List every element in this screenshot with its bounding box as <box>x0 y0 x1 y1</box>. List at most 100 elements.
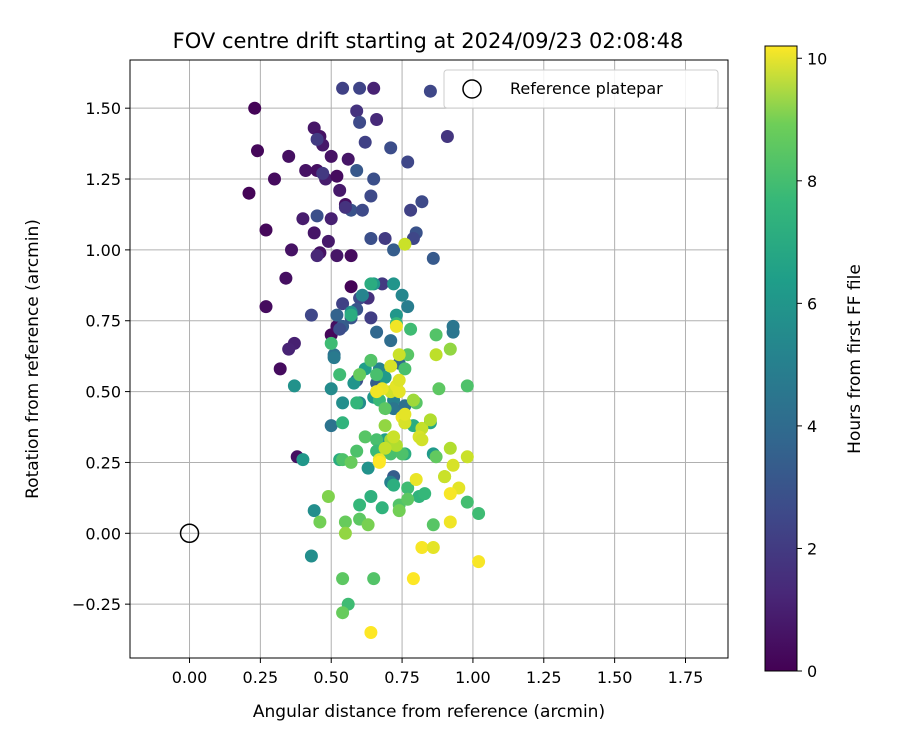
x-axis-label: Angular distance from reference (arcmin) <box>253 702 605 722</box>
data-point <box>273 362 287 376</box>
data-point <box>353 368 367 382</box>
data-point <box>460 495 474 509</box>
data-point <box>364 353 378 367</box>
data-point <box>259 223 273 237</box>
y-axis-ticks: −0.25 0.00 0.25 0.50 0.75 1.00 1.25 1.50 <box>72 99 130 614</box>
data-point <box>336 396 350 410</box>
data-point <box>375 501 389 515</box>
data-point <box>370 433 384 447</box>
y-tick-label: 0.50 <box>85 383 121 402</box>
x-tick-label: 0.00 <box>172 668 208 687</box>
data-point <box>415 433 429 447</box>
data-point <box>406 393 420 407</box>
data-point <box>472 555 486 569</box>
data-point <box>387 277 401 291</box>
reference-platepar-marker <box>179 523 200 544</box>
data-point <box>336 606 350 620</box>
data-point <box>443 487 457 501</box>
data-point <box>406 572 420 586</box>
data-point <box>460 379 474 393</box>
data-point <box>358 135 372 149</box>
data-point <box>370 368 384 382</box>
data-point <box>336 297 350 311</box>
data-point <box>338 526 352 540</box>
colorbar-tick-label: 0 <box>807 662 817 681</box>
data-point <box>333 322 347 336</box>
data-point <box>344 280 358 294</box>
x-tick-label: 1.75 <box>668 668 704 687</box>
y-tick-label: 1.25 <box>85 170 121 189</box>
data-point <box>364 311 378 325</box>
y-tick-label: −0.25 <box>72 595 121 614</box>
data-point <box>259 300 273 314</box>
data-point <box>336 81 350 95</box>
data-point <box>336 572 350 586</box>
data-point <box>460 450 474 464</box>
colorbar-tick-label: 4 <box>807 417 817 436</box>
data-point <box>324 382 338 396</box>
data-point <box>341 152 355 166</box>
y-tick-label: 0.75 <box>85 312 121 331</box>
data-point <box>344 249 358 263</box>
data-point <box>418 487 432 501</box>
x-tick-label: 0.25 <box>243 668 279 687</box>
data-point <box>370 325 384 339</box>
data-point <box>446 458 460 472</box>
x-tick-label: 1.25 <box>526 668 562 687</box>
data-point <box>330 308 344 322</box>
y-axis-label: Rotation from reference (arcmin) <box>23 219 43 499</box>
x-tick-label: 0.75 <box>384 668 420 687</box>
data-point <box>401 492 415 506</box>
colorbar-ticks: 0 2 4 6 8 10 <box>797 49 827 681</box>
data-point <box>415 541 429 554</box>
data-point <box>324 149 338 163</box>
data-point <box>384 359 398 373</box>
data-point <box>330 169 344 183</box>
data-point <box>378 402 392 416</box>
data-point <box>426 518 440 532</box>
data-point <box>324 336 338 350</box>
data-point <box>344 308 358 322</box>
data-point <box>372 455 386 469</box>
data-point <box>443 342 457 356</box>
data-point <box>401 300 415 314</box>
plot-frame <box>129 59 729 659</box>
data-point <box>310 132 324 146</box>
data-point <box>353 115 367 129</box>
data-point <box>446 319 460 333</box>
data-point <box>387 478 401 492</box>
data-point <box>438 470 452 484</box>
data-point <box>350 104 364 118</box>
data-point <box>472 507 486 520</box>
data-point <box>370 113 384 126</box>
legend: Reference platepar <box>443 69 719 109</box>
data-point <box>389 319 403 333</box>
y-tick-label: 1.00 <box>85 241 121 260</box>
data-point <box>358 430 372 444</box>
data-point <box>370 385 384 399</box>
data-point <box>404 322 418 336</box>
y-tick-label: 0.25 <box>85 453 121 472</box>
data-point <box>378 441 392 455</box>
data-point <box>287 379 301 393</box>
data-point <box>296 453 310 467</box>
data-point <box>364 626 378 639</box>
data-point <box>353 498 367 512</box>
data-point <box>415 195 429 209</box>
data-point <box>364 277 378 291</box>
colorbar-gradient <box>764 45 798 672</box>
data-point <box>432 382 446 396</box>
data-point <box>384 141 398 155</box>
data-point <box>338 200 352 214</box>
legend-reference-marker <box>462 79 482 99</box>
legend-box <box>443 69 719 109</box>
data-point <box>355 288 369 302</box>
data-point <box>401 481 415 495</box>
data-point <box>350 444 364 458</box>
data-point <box>404 203 418 217</box>
data-point <box>361 518 375 532</box>
data-point <box>333 183 347 197</box>
data-point <box>378 419 392 433</box>
data-point <box>409 473 423 486</box>
